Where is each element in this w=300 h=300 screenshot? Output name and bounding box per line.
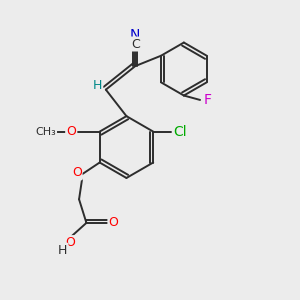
Text: H: H	[93, 79, 102, 92]
Text: H: H	[58, 244, 68, 257]
Text: O: O	[72, 166, 82, 179]
Text: C: C	[131, 38, 140, 50]
Text: CH₃: CH₃	[35, 127, 56, 136]
Text: O: O	[65, 236, 75, 249]
Text: Cl: Cl	[173, 124, 187, 139]
Text: O: O	[66, 125, 76, 138]
Text: F: F	[203, 93, 211, 107]
Text: N: N	[130, 28, 140, 42]
Text: O: O	[109, 216, 118, 230]
